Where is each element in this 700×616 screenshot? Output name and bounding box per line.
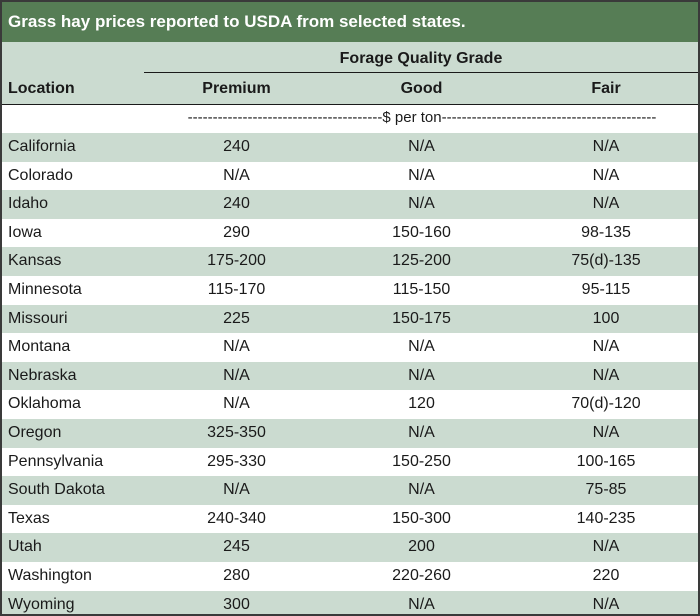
good-cell: 150-175 bbox=[392, 309, 451, 327]
units-row: ---------------------------------------$… bbox=[2, 105, 698, 131]
fair-cell: N/A bbox=[592, 423, 620, 441]
fair-cell: 70(d)-120 bbox=[571, 395, 641, 413]
column-header-good: Good bbox=[400, 80, 443, 97]
table-row: Nebraska N/A N/A N/A bbox=[2, 361, 698, 391]
units-label: ---------------------------------------$… bbox=[187, 109, 657, 126]
good-cell: N/A bbox=[408, 338, 435, 356]
fair-cell: N/A bbox=[592, 166, 620, 184]
premium-cell: N/A bbox=[223, 481, 250, 499]
good-cell: 120 bbox=[408, 395, 435, 413]
location-cell: Minnesota bbox=[8, 280, 82, 298]
location-cell: Washington bbox=[8, 566, 92, 584]
fair-cell: 95-115 bbox=[581, 280, 631, 298]
premium-cell: 300 bbox=[223, 595, 250, 613]
super-header-rule bbox=[144, 72, 698, 73]
table-row: Oklahoma N/A 120 70(d)-120 bbox=[2, 390, 698, 419]
fair-cell: N/A bbox=[592, 538, 620, 556]
good-cell: N/A bbox=[408, 366, 435, 384]
table-row: Utah 245 200 N/A bbox=[2, 533, 698, 562]
table-row: Colorado N/A N/A N/A bbox=[2, 161, 698, 191]
premium-cell: 240 bbox=[223, 138, 250, 155]
location-cell: Colorado bbox=[8, 166, 73, 184]
good-cell: 150-250 bbox=[392, 452, 451, 470]
table-row: Wyoming 300 N/A N/A bbox=[2, 590, 698, 614]
table-row: Kansas 175-200 125-200 75(d)-135 bbox=[2, 247, 698, 276]
location-cell: Oregon bbox=[8, 423, 62, 441]
table-title: Grass hay prices reported to USDA from s… bbox=[2, 2, 698, 42]
premium-cell: N/A bbox=[223, 338, 250, 356]
location-cell: Utah bbox=[8, 538, 42, 556]
location-cell: California bbox=[8, 138, 76, 155]
table-row: Idaho 240 N/A N/A bbox=[2, 190, 698, 219]
fair-cell: 75(d)-135 bbox=[571, 252, 641, 270]
location-cell: Montana bbox=[8, 338, 71, 356]
table-row: Iowa 290 150-160 98-135 bbox=[2, 218, 698, 248]
table-row: Washington 280 220-260 220 bbox=[2, 561, 698, 591]
premium-cell: 240 bbox=[223, 195, 250, 213]
table-header: Forage Quality Grade Location Premium Go… bbox=[2, 42, 698, 104]
location-cell: Pennsylvania bbox=[8, 452, 104, 470]
good-cell: N/A bbox=[408, 595, 435, 613]
premium-cell: N/A bbox=[223, 395, 250, 413]
good-cell: N/A bbox=[408, 138, 435, 155]
fair-cell: 100 bbox=[592, 309, 620, 327]
premium-cell: N/A bbox=[223, 166, 250, 184]
table-row: California 240 N/A N/A bbox=[2, 133, 698, 162]
good-cell: N/A bbox=[408, 423, 435, 441]
good-cell: 150-300 bbox=[392, 509, 451, 527]
good-cell: 200 bbox=[408, 538, 435, 556]
premium-cell: 175-200 bbox=[207, 252, 266, 270]
good-cell: N/A bbox=[408, 166, 435, 184]
location-cell: Missouri bbox=[8, 309, 68, 327]
fair-cell: N/A bbox=[592, 366, 620, 384]
premium-cell: 280 bbox=[223, 566, 250, 584]
location-cell: South Dakota bbox=[8, 481, 105, 499]
fair-cell: 98-135 bbox=[581, 223, 631, 241]
premium-cell: 290 bbox=[223, 223, 250, 241]
forage-quality-grade-header: Forage Quality Grade bbox=[339, 50, 503, 67]
location-cell: Kansas bbox=[8, 252, 62, 270]
fair-cell: N/A bbox=[592, 138, 620, 155]
location-cell: Oklahoma bbox=[8, 395, 81, 413]
good-cell: 150-160 bbox=[392, 223, 451, 241]
premium-cell: 295-330 bbox=[207, 452, 266, 470]
good-cell: 220-260 bbox=[392, 566, 451, 584]
fair-cell: N/A bbox=[592, 595, 620, 613]
fair-cell: 140-235 bbox=[576, 509, 636, 527]
premium-cell: 115-170 bbox=[207, 280, 266, 298]
fair-cell: N/A bbox=[592, 338, 620, 356]
premium-cell: 245 bbox=[223, 538, 250, 556]
location-cell: Wyoming bbox=[8, 595, 75, 613]
fair-cell: 100-165 bbox=[576, 452, 636, 470]
premium-cell: 240-340 bbox=[207, 509, 266, 527]
header-rule bbox=[2, 104, 698, 105]
location-cell: Iowa bbox=[8, 223, 42, 241]
good-cell: N/A bbox=[408, 195, 435, 213]
fair-cell: N/A bbox=[592, 195, 620, 213]
table-row: Missouri 225 150-175 100 bbox=[2, 304, 698, 334]
table-body: California 240 N/A N/A Colorado N/A N/A N/A Idah… bbox=[2, 133, 698, 614]
fair-cell: 220 bbox=[592, 566, 620, 584]
table-row: Minnesota 115-170 115-150 95-115 bbox=[2, 275, 698, 305]
location-cell: Nebraska bbox=[8, 366, 77, 384]
premium-cell: 325-350 bbox=[207, 423, 266, 441]
table-row: South Dakota N/A N/A 75-85 bbox=[2, 476, 698, 505]
column-header-location: Location bbox=[8, 80, 75, 97]
good-cell: N/A bbox=[408, 481, 435, 499]
good-cell: 125-200 bbox=[392, 252, 451, 270]
table-row: Montana N/A N/A N/A bbox=[2, 333, 698, 362]
table-row: Oregon 325-350 N/A N/A bbox=[2, 418, 698, 448]
table-row: Pennsylvania 295-330 150-250 100-165 bbox=[2, 447, 698, 477]
column-header-fair: Fair bbox=[591, 80, 621, 97]
location-cell: Texas bbox=[8, 509, 50, 527]
table-row: Texas 240-340 150-300 140-235 bbox=[2, 504, 698, 534]
fair-cell: 75-85 bbox=[585, 481, 627, 499]
location-cell: Idaho bbox=[8, 195, 49, 213]
premium-cell: 225 bbox=[223, 309, 250, 327]
column-header-premium: Premium bbox=[202, 80, 271, 97]
premium-cell: N/A bbox=[223, 366, 250, 384]
good-cell: 115-150 bbox=[392, 280, 451, 298]
